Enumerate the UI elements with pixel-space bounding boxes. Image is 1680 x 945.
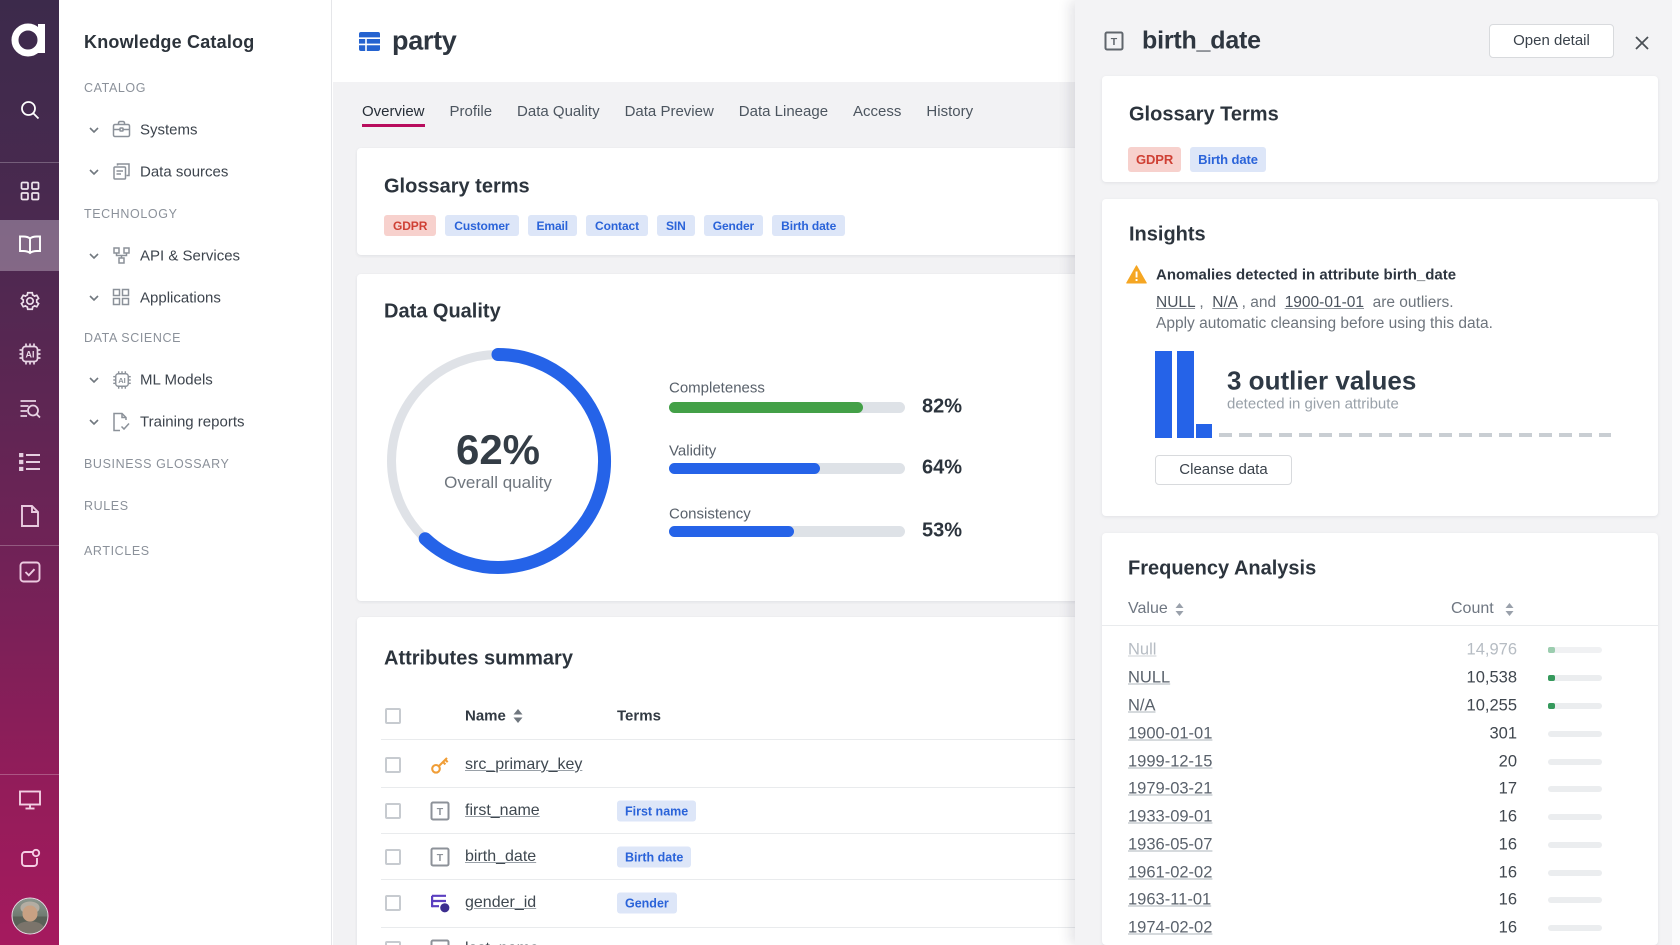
svg-text:Overall quality: Overall quality <box>444 473 552 492</box>
svg-text:AI: AI <box>118 376 126 385</box>
svg-text:T: T <box>1111 36 1118 48</box>
svg-text:AI: AI <box>25 350 34 360</box>
svg-text:62%: 62% <box>456 426 540 473</box>
svg-text:T: T <box>437 852 444 864</box>
svg-text:T: T <box>437 806 444 818</box>
